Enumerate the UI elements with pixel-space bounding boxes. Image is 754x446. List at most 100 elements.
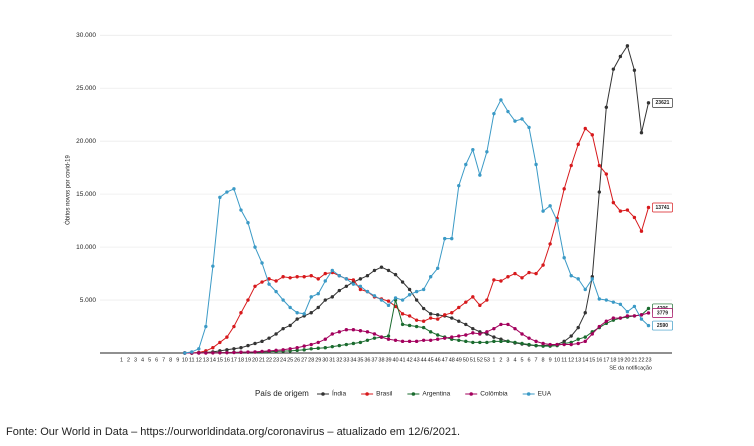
x-tick-label: 17 bbox=[231, 357, 237, 363]
x-tick-label: 14 bbox=[582, 357, 588, 363]
point bbox=[211, 351, 215, 355]
point bbox=[611, 300, 616, 304]
point bbox=[506, 322, 510, 327]
legend-dot bbox=[365, 392, 369, 396]
legend-dot bbox=[321, 392, 325, 396]
x-tick-label: 19 bbox=[245, 357, 251, 363]
x-tick-label: 23 bbox=[645, 357, 651, 363]
point bbox=[450, 316, 454, 320]
x-tick-label: 13 bbox=[203, 357, 209, 363]
point bbox=[211, 346, 215, 350]
point bbox=[232, 324, 236, 329]
end-label: 23621 bbox=[656, 100, 670, 106]
x-tick-label: 17 bbox=[603, 357, 609, 363]
x-tick-label: 14 bbox=[210, 357, 216, 363]
point bbox=[323, 346, 327, 350]
point bbox=[204, 324, 208, 329]
legend-label: Índia bbox=[332, 389, 346, 398]
x-tick-label: 8 bbox=[169, 357, 172, 363]
x-tick-label: 5 bbox=[520, 357, 523, 363]
point bbox=[288, 323, 292, 328]
x-tick-label: 15 bbox=[217, 357, 223, 363]
y-tick-label: 30.000 bbox=[76, 32, 96, 39]
point bbox=[576, 341, 580, 346]
point bbox=[358, 277, 363, 281]
point bbox=[407, 287, 412, 292]
point bbox=[604, 172, 609, 176]
x-tick-label: 49 bbox=[456, 357, 462, 363]
point bbox=[225, 350, 229, 355]
point bbox=[358, 340, 363, 345]
point bbox=[569, 163, 573, 168]
point bbox=[218, 351, 222, 355]
point bbox=[281, 326, 285, 331]
x-tick-label: 9 bbox=[549, 357, 552, 363]
point bbox=[499, 98, 503, 102]
point bbox=[450, 311, 454, 315]
point bbox=[295, 346, 299, 350]
point bbox=[569, 273, 573, 278]
point bbox=[414, 339, 419, 344]
point bbox=[471, 326, 475, 331]
point bbox=[288, 305, 292, 310]
point bbox=[583, 339, 587, 344]
point bbox=[260, 261, 264, 265]
point bbox=[302, 312, 306, 316]
point bbox=[330, 344, 335, 349]
x-tick-label: 16 bbox=[596, 357, 602, 363]
point bbox=[457, 183, 461, 188]
x-tick-label: 24 bbox=[280, 357, 286, 363]
point bbox=[428, 338, 433, 342]
caption: Fonte: Our World in Data – https://ourwo… bbox=[6, 426, 460, 438]
point bbox=[625, 44, 630, 48]
x-tick-label: 27 bbox=[301, 357, 307, 363]
y-tick-label: 20.000 bbox=[76, 138, 96, 145]
point bbox=[457, 334, 461, 338]
point bbox=[562, 255, 566, 260]
point bbox=[435, 337, 440, 341]
x-tick-label: 42 bbox=[407, 357, 413, 363]
point bbox=[302, 348, 306, 352]
point bbox=[323, 271, 327, 276]
point bbox=[295, 311, 299, 315]
y-tick-label: 15.000 bbox=[76, 191, 96, 198]
point bbox=[639, 313, 644, 317]
point bbox=[499, 322, 503, 327]
point bbox=[344, 328, 349, 332]
point bbox=[232, 347, 236, 351]
x-tick-label: 6 bbox=[155, 357, 158, 363]
point bbox=[197, 351, 201, 355]
point bbox=[632, 304, 637, 309]
x-tick-label: 20 bbox=[624, 357, 630, 363]
point bbox=[513, 326, 517, 331]
point bbox=[555, 218, 559, 223]
point bbox=[407, 339, 412, 344]
end-label-box bbox=[652, 97, 673, 108]
point bbox=[506, 109, 510, 114]
x-tick-label: 4 bbox=[141, 357, 144, 363]
point bbox=[534, 162, 538, 167]
point bbox=[267, 349, 271, 353]
point bbox=[337, 330, 342, 334]
point bbox=[351, 278, 356, 282]
point bbox=[428, 275, 433, 279]
point bbox=[323, 279, 327, 283]
point bbox=[541, 344, 545, 348]
point bbox=[302, 344, 306, 348]
point bbox=[204, 351, 208, 355]
point bbox=[267, 336, 271, 340]
point bbox=[632, 215, 637, 220]
x-tick-label: 16 bbox=[224, 357, 230, 363]
point bbox=[541, 209, 545, 213]
point bbox=[260, 349, 264, 354]
point bbox=[478, 340, 482, 345]
x-tick-label: 15 bbox=[589, 357, 595, 363]
point bbox=[239, 350, 243, 354]
x-tick-label: 8 bbox=[542, 357, 545, 363]
point bbox=[386, 303, 391, 308]
point bbox=[379, 298, 384, 302]
point bbox=[225, 348, 229, 352]
point bbox=[316, 346, 320, 350]
point bbox=[365, 289, 370, 294]
